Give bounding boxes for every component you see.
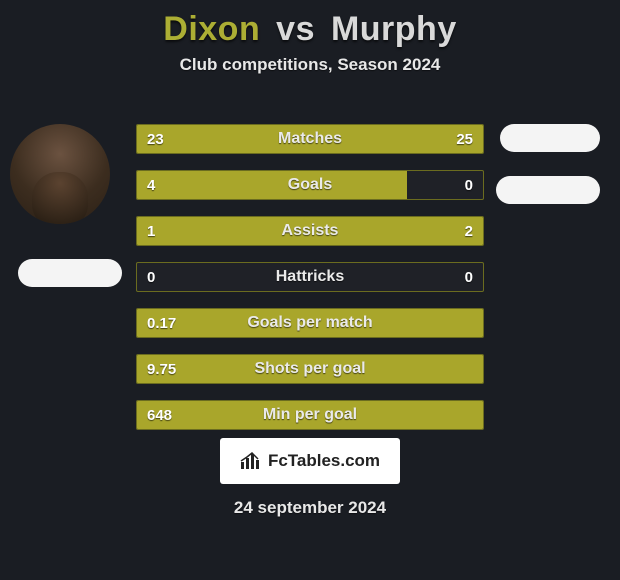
player2-name: Murphy xyxy=(331,10,457,48)
stat-label: Goals xyxy=(137,171,483,199)
stats-rows: 23 Matches 25 4 Goals 0 1 Assists 2 0 Ha… xyxy=(136,124,484,446)
stat-row: 648 Min per goal xyxy=(136,400,484,430)
stat-row: 9.75 Shots per goal xyxy=(136,354,484,384)
vs-text: vs xyxy=(276,10,315,48)
stat-value-right: 25 xyxy=(456,125,473,153)
source-text: FcTables.com xyxy=(268,451,380,471)
stat-row: 23 Matches 25 xyxy=(136,124,484,154)
player2-name-chip xyxy=(496,176,600,204)
stat-row: 4 Goals 0 xyxy=(136,170,484,200)
stat-label: Hattricks xyxy=(137,263,483,291)
player2-avatar-chip xyxy=(500,124,600,152)
player1-avatar xyxy=(10,124,110,224)
comparison-card: Dixon vs Murphy Club competitions, Seaso… xyxy=(0,0,620,580)
date-text: 24 september 2024 xyxy=(0,498,620,518)
player1-name: Dixon xyxy=(163,10,260,48)
stat-value-right: 0 xyxy=(465,263,473,291)
chart-icon xyxy=(240,452,262,470)
subtitle: Club competitions, Season 2024 xyxy=(0,55,620,75)
player1-name-chip xyxy=(18,259,122,287)
stat-label: Min per goal xyxy=(137,401,483,429)
stat-value-right: 2 xyxy=(465,217,473,245)
source-badge: FcTables.com xyxy=(220,438,400,484)
page-title: Dixon vs Murphy xyxy=(0,10,620,49)
stat-label: Shots per goal xyxy=(137,355,483,383)
stat-row: 0 Hattricks 0 xyxy=(136,262,484,292)
stat-row: 1 Assists 2 xyxy=(136,216,484,246)
stat-label: Assists xyxy=(137,217,483,245)
stat-label: Goals per match xyxy=(137,309,483,337)
stat-row: 0.17 Goals per match xyxy=(136,308,484,338)
stat-value-right: 0 xyxy=(465,171,473,199)
stat-label: Matches xyxy=(137,125,483,153)
